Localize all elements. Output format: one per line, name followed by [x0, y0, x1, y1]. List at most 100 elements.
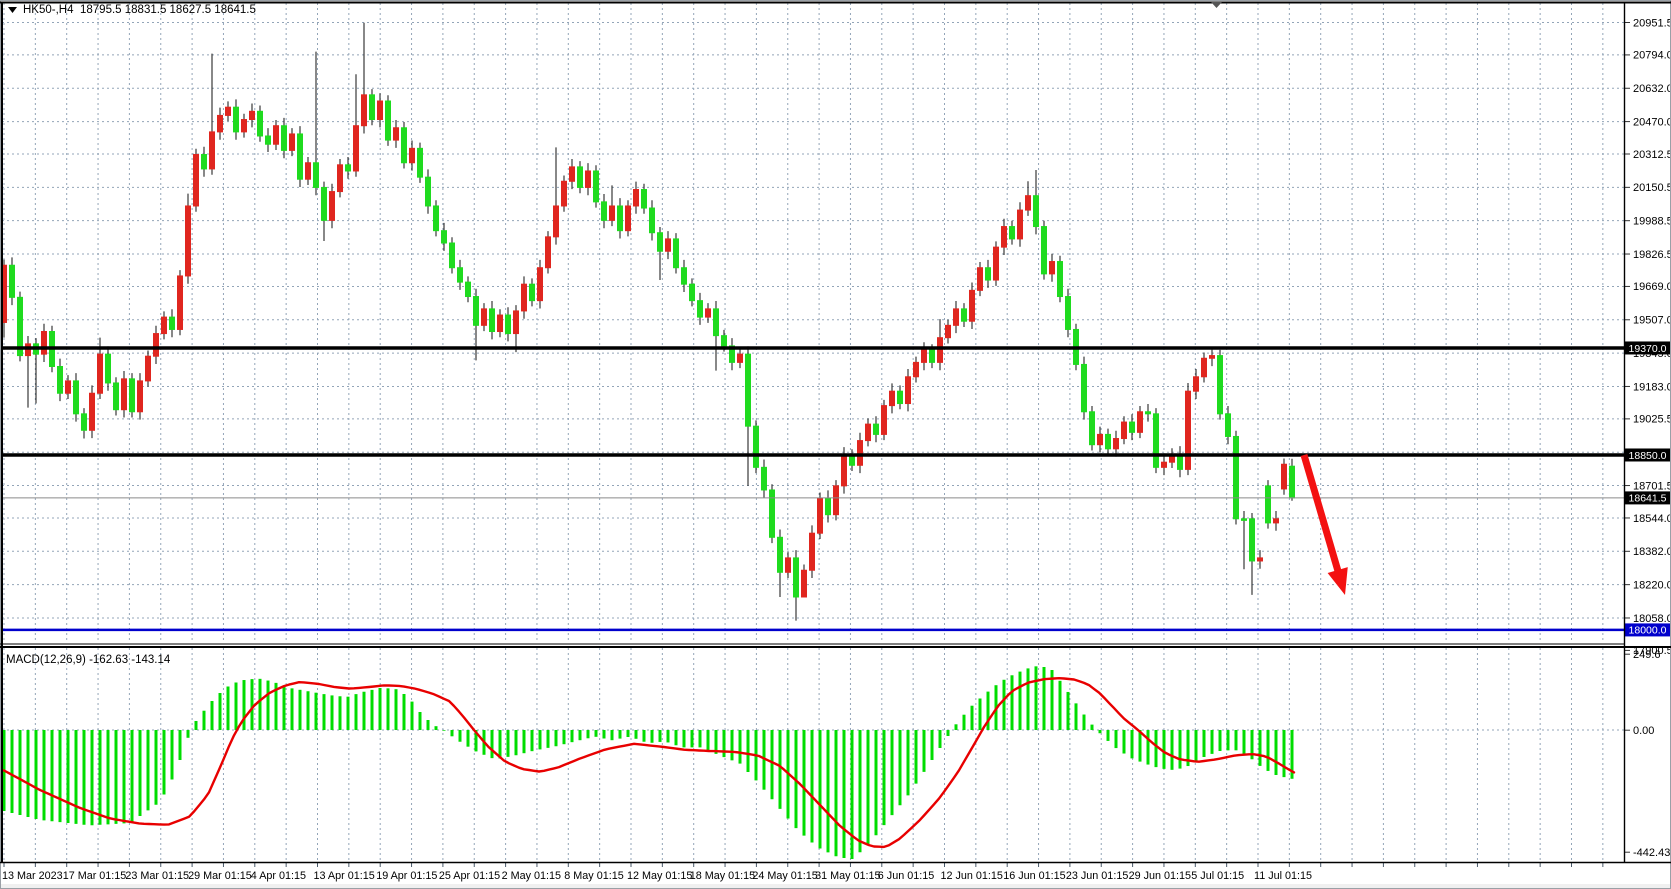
macd-indicator-label: MACD(12,26,9) -162.63 -143.14 [6, 654, 171, 666]
macd-panel[interactable] [2, 666, 1296, 859]
candle-bearish [457, 267, 463, 283]
grid-lines [2, 3, 1624, 862]
candle-bearish [593, 170, 599, 203]
date-axis-label: 25 Apr 01:15 [439, 870, 500, 882]
date-axis-label: 2 May 01:15 [502, 870, 561, 882]
candle-bullish [1137, 411, 1143, 433]
candle-bearish [505, 314, 511, 335]
candle-bullish [1049, 261, 1055, 275]
candle-bearish [465, 281, 471, 298]
price-axis-label: 18701.5 [1633, 480, 1671, 492]
candle-bullish [353, 125, 359, 172]
candle-bearish [1081, 363, 1087, 413]
level-lines[interactable] [2, 346, 1624, 632]
chevron-down-icon[interactable] [8, 7, 17, 13]
date-axis-label: 29 Jun 01:15 [1129, 870, 1191, 882]
date-axis-label: 8 May 01:15 [564, 870, 623, 882]
candle-bearish [321, 186, 327, 221]
macd-axis-label: -442.43 [1633, 847, 1670, 859]
arrow-head-icon[interactable] [1327, 567, 1348, 595]
candle-bearish [297, 133, 303, 180]
candle-bearish [169, 316, 175, 330]
candle-bullish [1273, 518, 1279, 524]
candle-bullish [481, 308, 487, 326]
candle-bullish [137, 380, 143, 413]
candle-bullish [585, 170, 591, 188]
candle-bearish [753, 425, 759, 468]
price-axis[interactable]: 20951.5 20794.0 20632.0 20470.0 20312.5 20150… [1625, 2, 1671, 862]
date-axis-label: 29 Mar 01:15 [188, 870, 252, 882]
candle-bearish [1145, 411, 1151, 415]
candle-bullish [937, 337, 943, 363]
price-axis-label: 18382.0 [1633, 546, 1671, 558]
candle-bullish [905, 376, 911, 405]
candle-bearish [257, 110, 263, 137]
candle-bullish [1025, 195, 1031, 211]
candle-bullish [305, 162, 311, 180]
candle-bearish [1249, 518, 1255, 562]
date-axis-label: 16 Jun 01:15 [1003, 870, 1065, 882]
candle-bullish [209, 131, 215, 170]
candle-bullish [521, 283, 527, 312]
price-axis-label: 19183.0 [1633, 381, 1671, 393]
candle-bullish [1209, 355, 1215, 359]
time-axis[interactable]: 13 Mar 2023 17 Mar 01:15 23 Mar 01:15 29 Ma… [0, 863, 1671, 889]
candle-bullish [817, 497, 823, 534]
level-price-marker [1625, 448, 1670, 462]
price-axis-label: 19669.0 [1633, 281, 1671, 293]
level-price-label: 18850.0 [1629, 450, 1667, 462]
candle-bullish [377, 100, 383, 121]
candle-bearish [233, 106, 239, 133]
candle-bullish [289, 133, 295, 151]
candle-bearish [489, 308, 495, 333]
candle-bullish [161, 316, 167, 335]
price-axis-background[interactable] [1625, 2, 1670, 862]
candle-bearish [777, 536, 783, 573]
date-axis-label: 4 Apr 01:15 [251, 870, 306, 882]
candle-bearish [1289, 465, 1295, 499]
candle-bullish [841, 454, 847, 487]
candle-bullish [1121, 421, 1127, 440]
candle-bearish [729, 345, 735, 363]
candle-bullish [41, 331, 47, 355]
candle-bullish [801, 569, 807, 598]
date-axis-label: 11 Jul 01:15 [1254, 870, 1312, 882]
date-axis-label: 6 Jun 01:15 [878, 870, 934, 882]
candle-bearish [129, 378, 135, 413]
candle-bearish [57, 365, 63, 394]
price-axis-label: 19826.5 [1633, 249, 1671, 261]
candle-bullish [921, 349, 927, 363]
date-axis-label: 5 Jul 01:15 [1191, 870, 1244, 882]
price-axis-label: 17900.5 [1633, 645, 1671, 657]
trend-annotation[interactable] [1300, 454, 1348, 595]
candle-bullish [1017, 209, 1023, 240]
candle-bullish [409, 147, 415, 164]
arrow-shaft[interactable] [1300, 454, 1343, 575]
candle-bullish [625, 205, 631, 232]
candle-bullish [241, 119, 247, 133]
candle-bullish [217, 114, 223, 133]
candle-bearish [449, 242, 455, 269]
candle-bearish [1009, 226, 1015, 240]
candle-bearish [961, 308, 967, 322]
candle-bullish [153, 333, 159, 357]
candle-bullish [121, 378, 127, 411]
candle-bearish [689, 283, 695, 302]
candle-bullish [705, 308, 711, 318]
price-panel[interactable] [2, 22, 1295, 621]
level-price-marker [1625, 623, 1670, 637]
candle-bullish [89, 392, 95, 431]
level-price-label: 18641.5 [1629, 493, 1667, 505]
candle-bullish [553, 205, 559, 238]
candle-bullish [273, 125, 279, 145]
macd-axis-label: 0.00 [1633, 725, 1654, 737]
candle-bullish [865, 423, 871, 442]
chart-shift-marker[interactable] [1211, 2, 1222, 8]
candle-bearish [529, 283, 535, 302]
candle-bearish [1129, 421, 1135, 433]
candle-bearish [601, 201, 607, 221]
candle-bearish [81, 413, 87, 431]
candle-bullish [889, 390, 895, 407]
